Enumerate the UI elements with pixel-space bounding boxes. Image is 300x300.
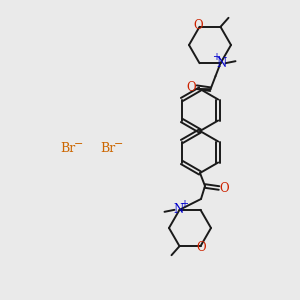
Text: O: O [194,19,203,32]
Text: −: − [74,139,84,149]
Text: Br: Br [100,142,116,154]
Text: −: − [114,139,124,149]
Text: N: N [173,203,184,216]
Text: O: O [187,81,196,94]
Text: N: N [216,57,226,70]
Text: Br: Br [60,142,76,154]
Text: O: O [219,182,229,194]
Text: +: + [181,199,188,209]
Text: O: O [197,241,206,254]
Text: +: + [212,52,220,62]
